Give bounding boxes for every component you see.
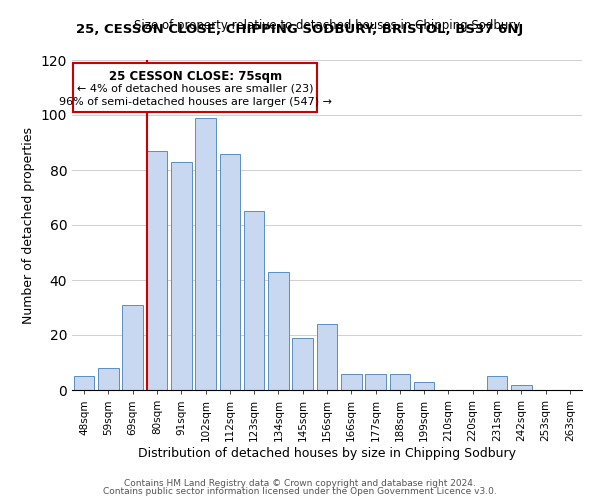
Bar: [195, 118, 216, 390]
Text: 96% of semi-detached houses are larger (547) →: 96% of semi-detached houses are larger (…: [59, 97, 332, 107]
Text: Contains public sector information licensed under the Open Government Licence v3: Contains public sector information licen…: [103, 487, 497, 496]
Bar: [220, 154, 240, 390]
Bar: [317, 324, 337, 390]
Title: Size of property relative to detached houses in Chipping Sodbury: Size of property relative to detached ho…: [134, 20, 520, 32]
Bar: [414, 382, 434, 390]
FancyBboxPatch shape: [73, 62, 317, 112]
Bar: [292, 338, 313, 390]
X-axis label: Distribution of detached houses by size in Chipping Sodbury: Distribution of detached houses by size …: [138, 446, 516, 460]
Bar: [341, 374, 362, 390]
Text: 25 CESSON CLOSE: 75sqm: 25 CESSON CLOSE: 75sqm: [109, 70, 282, 82]
Y-axis label: Number of detached properties: Number of detached properties: [22, 126, 35, 324]
Bar: [122, 304, 143, 390]
Bar: [365, 374, 386, 390]
Bar: [389, 374, 410, 390]
Bar: [244, 211, 265, 390]
Bar: [146, 151, 167, 390]
Bar: [98, 368, 119, 390]
Bar: [74, 376, 94, 390]
Text: 25, CESSON CLOSE, CHIPPING SODBURY, BRISTOL, BS37 6NJ: 25, CESSON CLOSE, CHIPPING SODBURY, BRIS…: [76, 22, 524, 36]
Bar: [511, 384, 532, 390]
Bar: [268, 272, 289, 390]
Bar: [171, 162, 191, 390]
Text: Contains HM Land Registry data © Crown copyright and database right 2024.: Contains HM Land Registry data © Crown c…: [124, 478, 476, 488]
Bar: [487, 376, 508, 390]
Text: ← 4% of detached houses are smaller (23): ← 4% of detached houses are smaller (23): [77, 84, 314, 94]
